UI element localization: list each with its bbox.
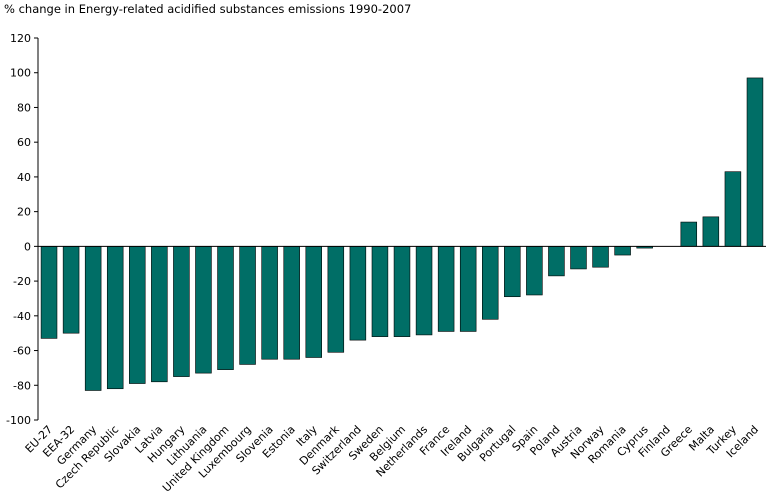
bar [239,246,256,365]
bars [40,77,764,391]
chart-title: % change in Energy-related acidified sub… [4,2,412,16]
bar [106,246,124,390]
y-tick-label: -20 [13,275,31,288]
bar [195,246,212,374]
bar [327,246,345,353]
y-axis: 120 100 80 60 40 20 0 -20 -40 -60 -80 -100 [6,32,39,427]
bar [482,246,499,320]
bar [393,246,411,337]
y-tick-label: -100 [6,414,31,427]
bar [548,246,565,277]
y-tick-label: -60 [13,345,31,358]
bar [371,246,389,337]
bar [526,246,543,296]
bar [217,246,234,370]
bar [173,246,190,377]
bar [283,246,300,360]
y-tick-label: 20 [17,206,31,219]
bar [437,246,455,332]
bar [724,171,742,247]
bar [746,77,764,247]
y-tick-label: 120 [10,32,31,45]
y-tick-label: 0 [24,240,31,253]
y-tick-label: 60 [17,136,31,149]
bar [62,246,80,334]
y-tick-label: -80 [13,379,31,392]
bar [459,246,477,332]
bar [504,246,521,298]
bar [592,246,609,268]
bar [261,246,278,360]
y-tick-label: 80 [17,101,31,114]
y-tick-label: 40 [17,171,31,184]
bar [570,246,587,270]
bar [349,246,367,341]
bar [680,221,698,247]
bar [415,246,433,336]
bar [702,216,720,247]
y-tick-label: 100 [10,67,31,80]
bar [614,246,631,256]
bar [84,246,102,391]
bar [129,246,146,384]
bar [305,246,322,358]
bar [151,246,168,383]
y-tick-label: -40 [13,310,31,323]
bar [40,246,58,339]
